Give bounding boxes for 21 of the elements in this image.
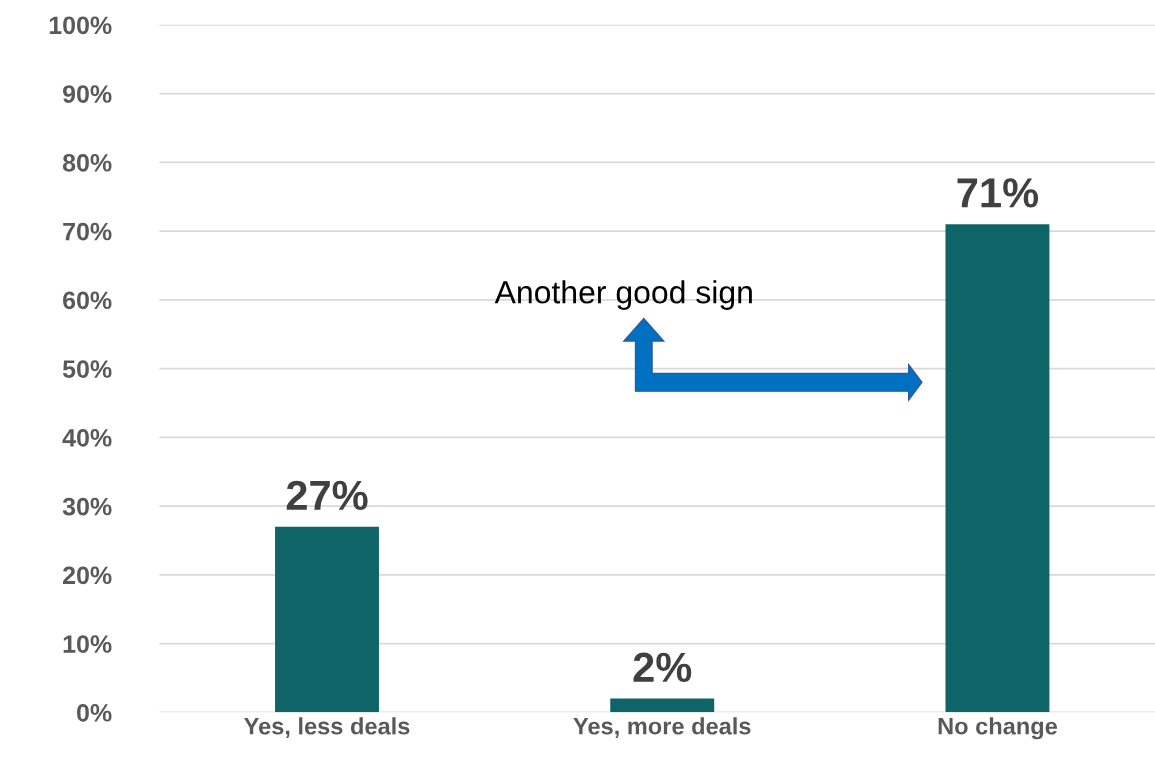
- y-tick-label: 60%: [63, 291, 112, 310]
- annotation: Another good sign: [494, 280, 752, 310]
- bar: [945, 224, 1050, 713]
- y-tick-label: 10%: [63, 635, 112, 653]
- x-tick-label: Yes, more deals: [573, 717, 751, 738]
- x-tick-label: Yes, less deals: [244, 717, 410, 738]
- y-tick-label: 90%: [63, 85, 112, 103]
- data-label: 27%: [286, 480, 368, 511]
- y-tick-label: 30%: [62, 497, 112, 516]
- y-tick-label: 40%: [62, 428, 112, 447]
- data-label: 2%: [633, 652, 692, 682]
- bar: [275, 526, 379, 713]
- x-tick-label: No change: [938, 717, 1057, 740]
- y-tick-label: 50%: [62, 360, 112, 378]
- y-tick-label: 80%: [62, 153, 112, 172]
- bar: [610, 698, 715, 713]
- y-tick-label: 70%: [63, 222, 112, 241]
- y-tick-label: 100%: [49, 16, 112, 35]
- data-label: 71%: [957, 178, 1039, 208]
- y-tick-label: 0%: [77, 703, 112, 722]
- y-tick-label: 20%: [63, 566, 112, 585]
